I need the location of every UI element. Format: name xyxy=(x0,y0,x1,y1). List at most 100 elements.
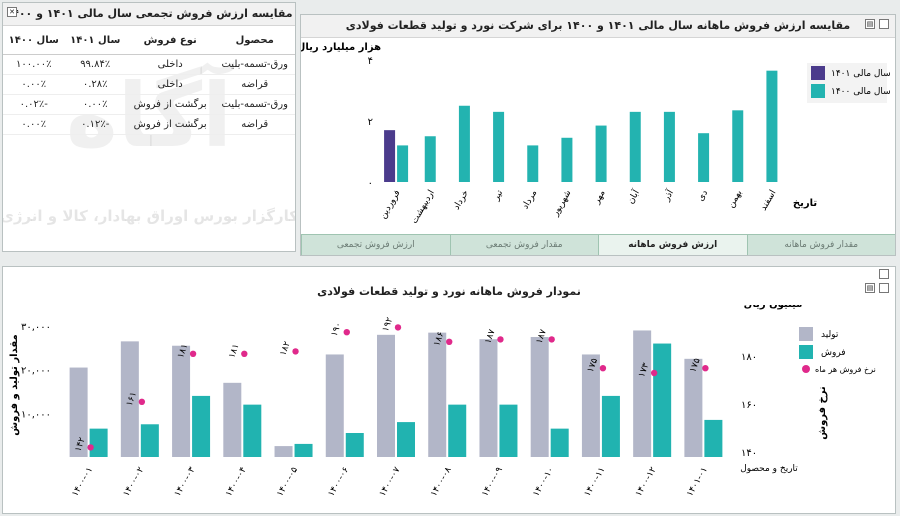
bar-sales xyxy=(140,424,159,457)
x-tick-label: ۱۴۰۰-۰۱ xyxy=(70,466,95,499)
bar-sales xyxy=(345,433,364,457)
rate-point xyxy=(138,398,146,405)
bar-production xyxy=(69,367,88,457)
panel-tools xyxy=(879,269,889,279)
y-axis-title: هزار میلیارد ریال xyxy=(301,42,381,53)
bar-1400 xyxy=(493,111,505,182)
bar-1400 xyxy=(527,145,539,182)
bar-1400 xyxy=(698,133,710,182)
legend-label-1401: سال مالی ۱۴۰۱ xyxy=(831,69,891,79)
y-tick-label: ۲۰,۰۰۰ xyxy=(21,366,51,377)
table-cell: ورق-تسمه-بلیت xyxy=(214,94,295,115)
bar-production xyxy=(172,345,191,457)
rate-point xyxy=(394,324,402,331)
panel-tools-2: ▤ xyxy=(865,283,889,293)
rate-label: ۱۷۳ xyxy=(637,362,651,379)
panel-title: نمودار فروش ماهانه نورد و تولید قطعات فو… xyxy=(3,281,895,303)
table-cell: برگشت از فروش xyxy=(125,94,215,115)
bar-1400 xyxy=(629,111,641,182)
rate-point xyxy=(650,369,658,377)
x-tick-label: آذر xyxy=(660,187,677,204)
bar-1400 xyxy=(732,110,744,182)
rate-point xyxy=(446,338,453,345)
legend-swatch-production xyxy=(799,327,813,341)
panel-tools: ✕ xyxy=(7,7,17,17)
close-icon[interactable]: ✕ xyxy=(7,7,17,17)
tab-cumulative-quantity[interactable]: مقدار فروش تجمعی xyxy=(449,235,599,255)
rate-point xyxy=(87,444,94,451)
tab-cumulative-value[interactable]: ارزش فروش تجمعی xyxy=(301,235,450,255)
x-tick-label: ۱۴۰۰-۰۲ xyxy=(122,465,147,498)
rate-point xyxy=(343,329,350,336)
tab-monthly-quantity[interactable]: مقدار فروش ماهانه xyxy=(746,235,896,255)
bar-production xyxy=(479,339,498,457)
table-cell: قراضه xyxy=(214,74,295,95)
bar-production xyxy=(633,330,652,457)
rate-label: ۱۶۱ xyxy=(125,391,139,408)
col-year-1400: سال ۱۴۰۰ xyxy=(3,26,65,55)
production-sales-chart: ۱۰,۰۰۰ ۲۰,۰۰۰ ۳۰,۰۰۰ ۱۴۰ ۱۶۰ ۱۸۰ مقدار تولید و… xyxy=(9,305,876,499)
panel-title: مقایسه ارزش فروش تجمعی سال مالی ۱۴۰۱ و ۱… xyxy=(3,3,295,26)
legend-swatch-1401 xyxy=(811,66,825,80)
bar-production xyxy=(325,354,344,457)
bar-1400 xyxy=(397,145,409,182)
x-tick-label: ۱۴۰۱-۰۱ xyxy=(685,466,710,499)
legend-swatch-sales xyxy=(799,345,813,359)
table-header-row: محصول نوع فروش سال ۱۴۰۱ سال ۱۴۰۰ xyxy=(3,26,295,55)
panel-title: مقایسه ارزش فروش ماهانه سال مالی ۱۴۰۱ و … xyxy=(301,15,895,38)
monthly-value-chart: هزار میلیارد ریال ۰ ۲ ۴ تاریخ فروردین اردیبهشت… xyxy=(301,42,891,226)
watermark-tagline: کارگزار بورس اوراق بهادار، کالا و انرژی xyxy=(3,207,295,225)
rate-label: ۱۸۱ xyxy=(227,343,241,360)
print-icon[interactable]: ▤ xyxy=(865,283,875,293)
maximize-icon[interactable] xyxy=(879,19,889,29)
table-cell: ۰.۲۸٪ xyxy=(64,74,126,95)
col-product: محصول xyxy=(214,26,295,55)
bar-1400 xyxy=(595,125,607,182)
table-cell: قراضه xyxy=(214,114,295,135)
table-row: قراضه داخلی ۰.۲۸٪ ۰.۰۰٪ xyxy=(3,74,295,95)
rate-label: ۱۸۷ xyxy=(535,328,549,345)
bar-1400 xyxy=(458,105,470,182)
bar-sales xyxy=(89,428,108,457)
legend-swatch-rate xyxy=(802,365,810,373)
bar-sales xyxy=(192,395,211,457)
x-tick-label: ۱۴۰۰-۰۶ xyxy=(327,465,352,498)
x-tick-label: آبان xyxy=(624,187,642,206)
legend-label-rate: نرخ فروش هر ماه xyxy=(815,365,876,374)
print-icon[interactable]: ▤ xyxy=(865,19,875,29)
table-cell: ورق-تسمه-بلیت xyxy=(214,54,295,75)
maximize-icon[interactable] xyxy=(879,269,889,279)
legend-label-production: تولید xyxy=(821,330,839,340)
x-tick-label: شهریور xyxy=(550,189,573,219)
table-cell: داخلی xyxy=(125,54,215,75)
bar-production xyxy=(377,334,395,457)
bar-production xyxy=(223,382,242,457)
rate-label: ۱۸۱ xyxy=(176,343,190,360)
bar-production xyxy=(274,446,293,457)
save-icon[interactable] xyxy=(879,283,889,293)
bar-sales xyxy=(243,404,262,457)
rate-label: ۱۹۲ xyxy=(381,316,395,333)
x-tick-label: ۱۴۰۰-۰۵ xyxy=(275,465,300,498)
tab-label: مقدار فروش تجمعی xyxy=(485,240,563,250)
rate-point xyxy=(548,336,555,343)
bar-1400 xyxy=(561,137,573,182)
x-tick-label: ۱۴۰۰-۱۰ xyxy=(531,466,556,499)
x-tick-label: ۱۴۰۰-۱۲ xyxy=(634,465,659,498)
x-tick-label: دی xyxy=(696,189,710,204)
table-cell: ۱۰۰.۰۰٪ xyxy=(3,54,65,75)
table-row: ورق-تسمه-بلیت داخلی ۹۹.۸۴٪ ۱۰۰.۰۰٪ xyxy=(3,54,295,75)
x-tick-label: فروردین xyxy=(378,189,402,221)
bar-sales xyxy=(448,404,467,457)
summary-body: آگاه کارگزار بورس اوراق بهادار، کالا و ا… xyxy=(3,26,295,251)
production-sales-panel: ▤ نمودار فروش ماهانه نورد و تولید قطعات … xyxy=(2,266,896,514)
bar-1400 xyxy=(424,136,436,182)
x-axis-title: تاریخ و محصول xyxy=(740,464,798,474)
table-cell: ۰.۰۰٪ xyxy=(3,74,65,95)
table-cell: -۰.۰۲٪ xyxy=(3,94,65,115)
y-tick-label: ۳۰,۰۰۰ xyxy=(21,322,51,333)
rate-point xyxy=(497,336,504,343)
x-tick-label: مرداد xyxy=(521,188,540,211)
y-axis-title: مقدار تولید و فروش xyxy=(9,334,20,435)
tab-monthly-value[interactable]: ارزش فروش ماهانه xyxy=(598,235,747,255)
